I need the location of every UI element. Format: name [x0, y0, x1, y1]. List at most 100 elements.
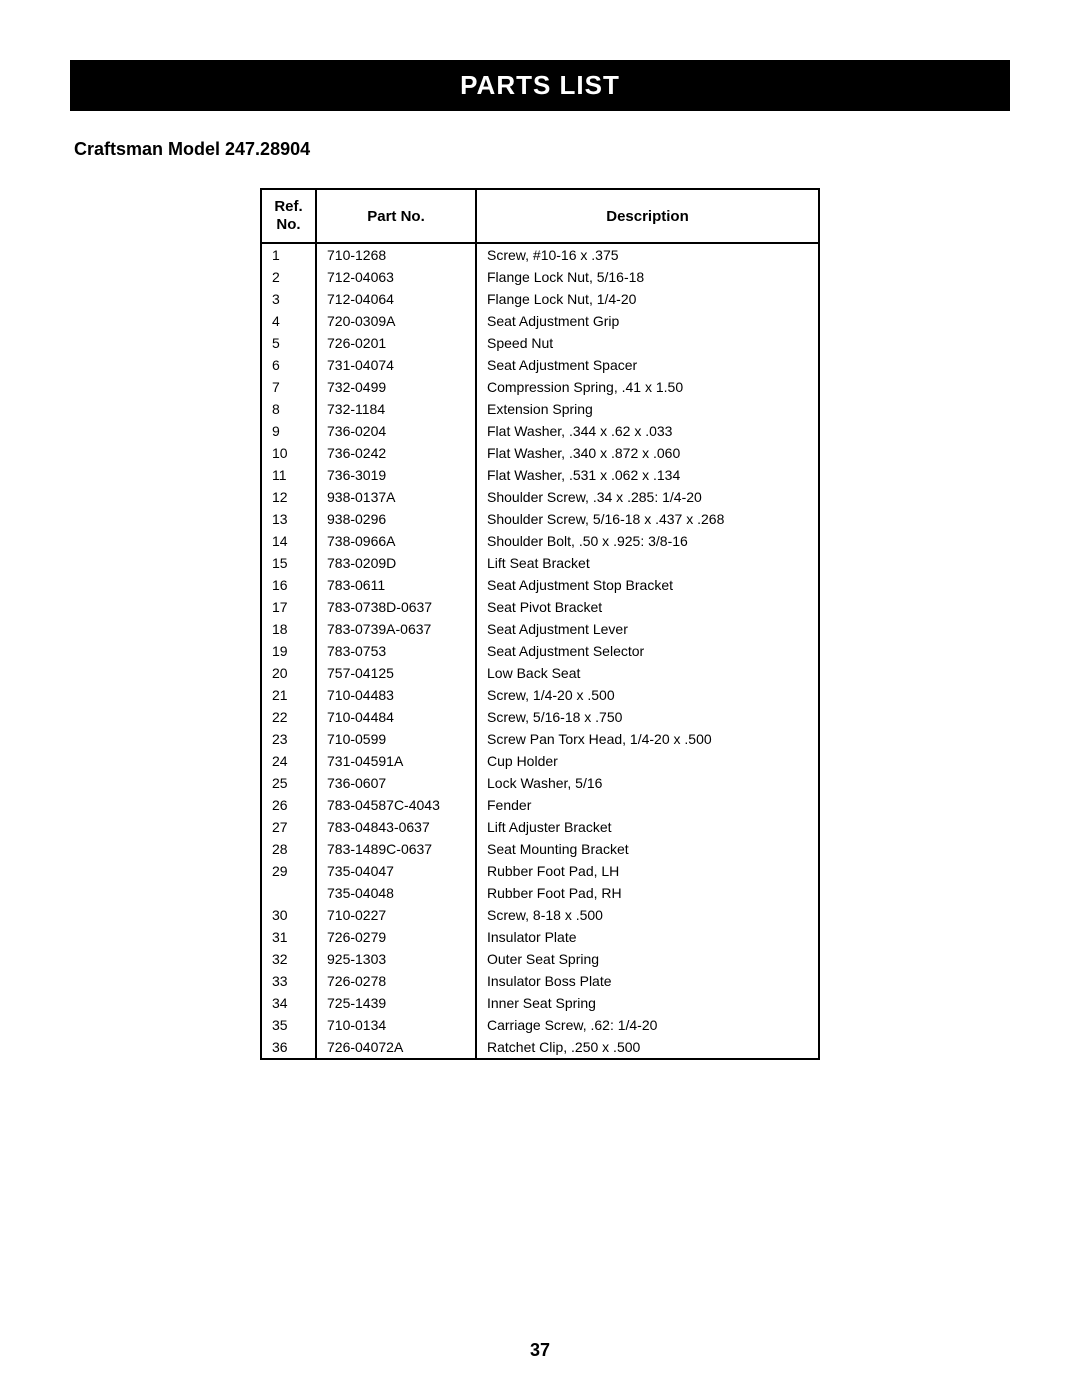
- cell-ref: 16: [261, 574, 316, 596]
- cell-ref: 21: [261, 684, 316, 706]
- cell-desc: Lift Seat Bracket: [476, 552, 819, 574]
- header-ref-line2: No.: [276, 216, 300, 233]
- table-row: 8732-1184Extension Spring: [261, 398, 819, 420]
- table-row: 16783-0611Seat Adjustment Stop Bracket: [261, 574, 819, 596]
- cell-ref: 6: [261, 354, 316, 376]
- cell-part: 712-04063: [316, 266, 476, 288]
- table-row: 24731-04591ACup Holder: [261, 750, 819, 772]
- table-row: 13938-0296Shoulder Screw, 5/16-18 x .437…: [261, 508, 819, 530]
- cell-desc: Shoulder Screw, 5/16-18 x .437 x .268: [476, 508, 819, 530]
- cell-desc: Compression Spring, .41 x 1.50: [476, 376, 819, 398]
- table-row: 9736-0204Flat Washer, .344 x .62 x .033: [261, 420, 819, 442]
- table-row: 36726-04072ARatchet Clip, .250 x .500: [261, 1036, 819, 1059]
- cell-desc: Lift Adjuster Bracket: [476, 816, 819, 838]
- cell-part: 735-04048: [316, 882, 476, 904]
- table-row: 34725-1439Inner Seat Spring: [261, 992, 819, 1014]
- cell-desc: Screw, 5/16-18 x .750: [476, 706, 819, 728]
- header-part: Part No.: [316, 189, 476, 243]
- table-row: 35710-0134Carriage Screw, .62: 1/4-20: [261, 1014, 819, 1036]
- cell-desc: Carriage Screw, .62: 1/4-20: [476, 1014, 819, 1036]
- cell-ref: 7: [261, 376, 316, 398]
- cell-ref: [261, 882, 316, 904]
- cell-part: 712-04064: [316, 288, 476, 310]
- table-row: 27783-04843-0637Lift Adjuster Bracket: [261, 816, 819, 838]
- cell-desc: Shoulder Screw, .34 x .285: 1/4-20: [476, 486, 819, 508]
- cell-desc: Fender: [476, 794, 819, 816]
- cell-ref: 36: [261, 1036, 316, 1059]
- cell-ref: 33: [261, 970, 316, 992]
- cell-desc: Seat Adjustment Stop Bracket: [476, 574, 819, 596]
- cell-part: 720-0309A: [316, 310, 476, 332]
- cell-desc: Seat Adjustment Selector: [476, 640, 819, 662]
- cell-desc: Seat Mounting Bracket: [476, 838, 819, 860]
- cell-desc: Speed Nut: [476, 332, 819, 354]
- table-row: 11736-3019Flat Washer, .531 x .062 x .13…: [261, 464, 819, 486]
- cell-ref: 12: [261, 486, 316, 508]
- table-header: Ref. No. Part No. Description: [261, 189, 819, 243]
- cell-desc: Insulator Boss Plate: [476, 970, 819, 992]
- table-row: 26783-04587C-4043Fender: [261, 794, 819, 816]
- cell-part: 938-0296: [316, 508, 476, 530]
- cell-desc: Screw, #10-16 x .375: [476, 243, 819, 266]
- cell-ref: 18: [261, 618, 316, 640]
- cell-part: 710-04484: [316, 706, 476, 728]
- cell-part: 757-04125: [316, 662, 476, 684]
- table-row: 18783-0739A-0637Seat Adjustment Lever: [261, 618, 819, 640]
- cell-ref: 31: [261, 926, 316, 948]
- cell-desc: Flat Washer, .344 x .62 x .033: [476, 420, 819, 442]
- table-row: 3712-04064Flange Lock Nut, 1/4-20: [261, 288, 819, 310]
- cell-ref: 23: [261, 728, 316, 750]
- cell-ref: 17: [261, 596, 316, 618]
- table-row: 23710-0599Screw Pan Torx Head, 1/4-20 x …: [261, 728, 819, 750]
- table-row: 12938-0137AShoulder Screw, .34 x .285: 1…: [261, 486, 819, 508]
- table-row: 10736-0242Flat Washer, .340 x .872 x .06…: [261, 442, 819, 464]
- cell-part: 736-0242: [316, 442, 476, 464]
- cell-part: 783-0209D: [316, 552, 476, 574]
- table-row: 1710-1268Screw, #10-16 x .375: [261, 243, 819, 266]
- cell-part: 783-0738D-0637: [316, 596, 476, 618]
- cell-part: 731-04074: [316, 354, 476, 376]
- table-row: 22710-04484Screw, 5/16-18 x .750: [261, 706, 819, 728]
- cell-desc: Ratchet Clip, .250 x .500: [476, 1036, 819, 1059]
- table-row: 33726-0278Insulator Boss Plate: [261, 970, 819, 992]
- table-wrapper: Ref. No. Part No. Description 1710-1268S…: [70, 188, 1010, 1060]
- cell-ref: 11: [261, 464, 316, 486]
- cell-desc: Low Back Seat: [476, 662, 819, 684]
- cell-part: 710-04483: [316, 684, 476, 706]
- cell-ref: 9: [261, 420, 316, 442]
- cell-ref: 29: [261, 860, 316, 882]
- page-container: PARTS LIST Craftsman Model 247.28904 Ref…: [0, 0, 1080, 1100]
- cell-desc: Flat Washer, .531 x .062 x .134: [476, 464, 819, 486]
- header-row: Ref. No. Part No. Description: [261, 189, 819, 243]
- cell-desc: Cup Holder: [476, 750, 819, 772]
- cell-part: 783-04843-0637: [316, 816, 476, 838]
- cell-ref: 14: [261, 530, 316, 552]
- cell-ref: 5: [261, 332, 316, 354]
- header-ref-line1: Ref.: [274, 198, 302, 215]
- cell-part: 726-0201: [316, 332, 476, 354]
- cell-desc: Extension Spring: [476, 398, 819, 420]
- cell-ref: 8: [261, 398, 316, 420]
- cell-desc: Screw, 8-18 x .500: [476, 904, 819, 926]
- cell-desc: Seat Adjustment Spacer: [476, 354, 819, 376]
- table-body: 1710-1268Screw, #10-16 x .3752712-04063F…: [261, 243, 819, 1059]
- cell-ref: 22: [261, 706, 316, 728]
- cell-desc: Flat Washer, .340 x .872 x .060: [476, 442, 819, 464]
- cell-desc: Seat Adjustment Grip: [476, 310, 819, 332]
- table-row: 17783-0738D-0637Seat Pivot Bracket: [261, 596, 819, 618]
- cell-part: 731-04591A: [316, 750, 476, 772]
- cell-ref: 35: [261, 1014, 316, 1036]
- table-row: 32925-1303Outer Seat Spring: [261, 948, 819, 970]
- cell-part: 735-04047: [316, 860, 476, 882]
- cell-part: 710-0227: [316, 904, 476, 926]
- cell-part: 732-1184: [316, 398, 476, 420]
- parts-list-banner: PARTS LIST: [70, 60, 1010, 111]
- cell-part: 938-0137A: [316, 486, 476, 508]
- cell-part: 738-0966A: [316, 530, 476, 552]
- cell-part: 736-3019: [316, 464, 476, 486]
- cell-ref: 13: [261, 508, 316, 530]
- cell-desc: Shoulder Bolt, .50 x .925: 3/8-16: [476, 530, 819, 552]
- cell-desc: Screw Pan Torx Head, 1/4-20 x .500: [476, 728, 819, 750]
- cell-desc: Seat Adjustment Lever: [476, 618, 819, 640]
- table-row: 30710-0227Screw, 8-18 x .500: [261, 904, 819, 926]
